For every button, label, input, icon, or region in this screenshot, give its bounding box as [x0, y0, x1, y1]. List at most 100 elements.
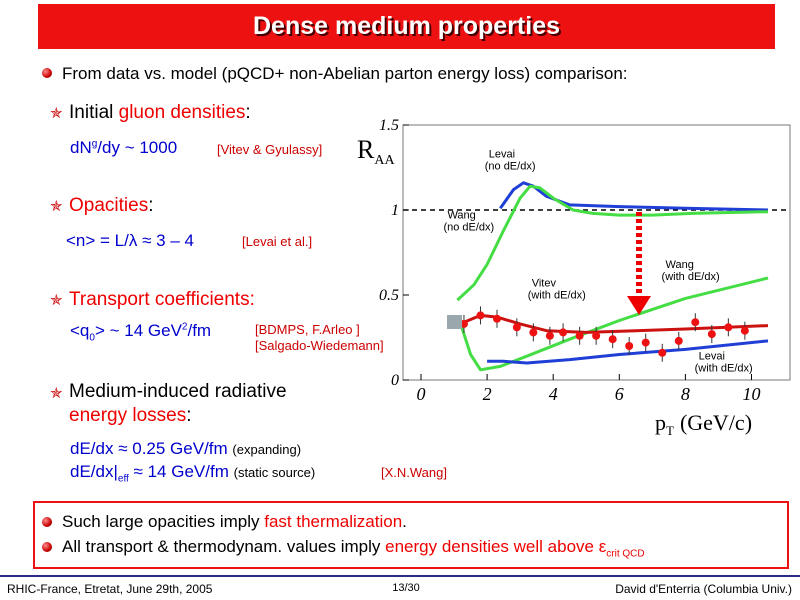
gluon-formula-sup: g	[91, 138, 98, 150]
gluon-heading-prefix: Initial	[69, 102, 119, 123]
x-tick-label: 4	[549, 384, 558, 404]
energy-loss-heading-line2: energy losses:	[69, 405, 192, 427]
energy-loss-f2-note: (static source)	[233, 465, 316, 480]
y-axis-label: RAA	[357, 135, 395, 168]
plot-annotations: Levai(no dE/dx)Wang(no dE/dx)Wang(with d…	[443, 148, 752, 374]
data-point	[608, 335, 617, 344]
gluon-formula-a: dN	[70, 138, 92, 157]
x-tick-label: 0	[417, 384, 426, 404]
data-point	[592, 331, 601, 340]
data-point	[493, 314, 502, 323]
star-bullet-icon: ✯	[50, 292, 63, 309]
energy-loss-f1-note: (expanding)	[232, 442, 302, 457]
energy-loss-highlight: energy losses	[69, 405, 187, 426]
x-tick-label: 6	[615, 384, 624, 404]
conclusion-line-1-a: Such large opacities imply	[62, 512, 265, 531]
energy-loss-f2-a: dE/dx|	[70, 462, 118, 481]
data-point	[691, 318, 700, 327]
bullet-icon	[42, 517, 52, 527]
series-line-0	[499, 181, 769, 212]
data-point	[641, 338, 650, 347]
bullet-icon	[42, 542, 52, 552]
x-axis-label: pT (GeV/c)	[655, 410, 752, 436]
data-point	[625, 342, 634, 350]
transport-heading: Transport coefficients:	[69, 289, 255, 310]
y-tick-label: 0.5	[379, 287, 399, 304]
title-bar	[38, 4, 775, 49]
energy-loss-formula-2: dE/dx|eff ≈ 14 GeV/fm (static source)	[70, 462, 315, 484]
slide-title: Dense medium properties	[252, 12, 561, 40]
series-line-3	[463, 313, 769, 334]
gluon-reference: [Vitev & Gyulassy]	[217, 142, 323, 157]
opacity-heading-suffix: :	[148, 195, 154, 216]
series-annotation-name: Wang	[666, 259, 694, 271]
page-number: 13/30	[392, 582, 420, 594]
series-line-1	[456, 184, 769, 302]
opacity-heading-highlight: Opacities	[69, 195, 149, 216]
series-line-2	[459, 276, 769, 372]
energy-loss-f1: dE/dx ≈ 0.25 GeV/fm	[70, 439, 228, 458]
y-axis-label-main: R	[357, 135, 375, 164]
bullet-icon	[42, 68, 52, 78]
transport-reference-1: [BDMPS, F.Arleo ]	[255, 322, 360, 337]
footer-right: David d'Enterria (Columbia Univ.)	[615, 582, 792, 596]
gluon-heading-suffix: :	[245, 102, 251, 123]
x-axis-label-unit: (GeV/c)	[680, 410, 752, 435]
conclusion-box	[33, 501, 789, 569]
conclusion-line-1-highlight: fast thermalization	[264, 512, 403, 531]
conclusion-line-2-highlight: energy densities well above ε	[385, 537, 607, 556]
conclusion-line-1: Such large opacities imply fast thermali…	[62, 512, 407, 532]
data-point	[512, 323, 521, 332]
transport-formula-c: /fm	[187, 321, 212, 340]
data-point	[658, 348, 667, 357]
series-annotation-name: Wang	[447, 210, 475, 222]
energy-loss-formula-1: dE/dx ≈ 0.25 GeV/fm (expanding)	[70, 439, 301, 459]
energy-loss-heading-line1: Medium-induced radiative	[69, 381, 287, 402]
x-axis-label-sub: T	[666, 423, 674, 436]
data-point	[529, 328, 538, 337]
y-tick-label: 0	[391, 372, 399, 389]
transport-reference-2: [Salgado-Wiedemann]	[255, 338, 384, 353]
y-tick-label: 1	[391, 202, 399, 219]
footer-left: RHIC-France, Etretat, June 29th, 2005	[7, 582, 213, 596]
plot-ticks: 0 2 4 6 8 10 0 0.5 1 1.5	[379, 118, 760, 404]
transport-formula: <q0> ~ 14 GeV2/fm	[70, 321, 211, 343]
energy-loss-f2-sub: eff	[117, 473, 129, 485]
x-tick-label: 10	[742, 384, 760, 404]
conclusion-line-2: All transport & thermodynam. values impl…	[62, 537, 645, 559]
intro-text: From data vs. model (pQCD+ non-Abelian p…	[62, 64, 628, 83]
star-bullet-icon: ✯	[50, 198, 63, 215]
conclusion-line-2-sub: crit QCD	[606, 548, 645, 560]
data-point	[674, 336, 683, 345]
series-annotation-name: Levai	[489, 148, 515, 160]
series-annotation-note: (no dE/dx)	[485, 160, 536, 172]
red-down-arrow-icon	[627, 212, 651, 315]
normalization-box-icon	[447, 315, 462, 329]
gluon-heading: Initial gluon densities:	[69, 102, 251, 124]
energy-loss-suffix: :	[186, 405, 192, 426]
star-bullet-icon: ✯	[50, 105, 63, 122]
x-tick-label: 8	[681, 384, 690, 404]
data-point	[707, 330, 716, 339]
x-axis-label-main: p	[655, 410, 666, 435]
conclusion-line-2-a: All transport & thermodynam. values impl…	[62, 537, 386, 556]
gluon-formula-b: /dy ~ 1000	[97, 138, 178, 157]
series-annotation-note: (with dE/dx)	[528, 290, 586, 302]
data-point	[476, 311, 485, 320]
plot-series	[456, 181, 769, 372]
raa-plot: 0 2 4 6 8 1000.511.5 Levai(no dE/dx)Wang(no d…	[357, 118, 791, 436]
y-tick-label: 1.5	[379, 118, 399, 134]
conclusion-line-1-b: .	[402, 512, 407, 531]
series-annotation-name: Vitev	[532, 278, 557, 290]
gluon-heading-highlight: gluon densities	[118, 102, 246, 123]
plot-data-points	[459, 306, 749, 362]
series-annotation-note: (no dE/dx)	[443, 222, 494, 234]
opacity-reference: [Levai et al.]	[242, 234, 313, 249]
footer-divider	[0, 575, 800, 577]
series-line-4	[487, 339, 769, 365]
x-tick-label: 2	[483, 384, 492, 404]
data-point	[545, 331, 554, 340]
transport-formula-a: <q	[70, 321, 90, 340]
transport-formula-sup: 2	[181, 321, 188, 333]
series-annotation-note: (with dE/dx)	[695, 363, 753, 375]
